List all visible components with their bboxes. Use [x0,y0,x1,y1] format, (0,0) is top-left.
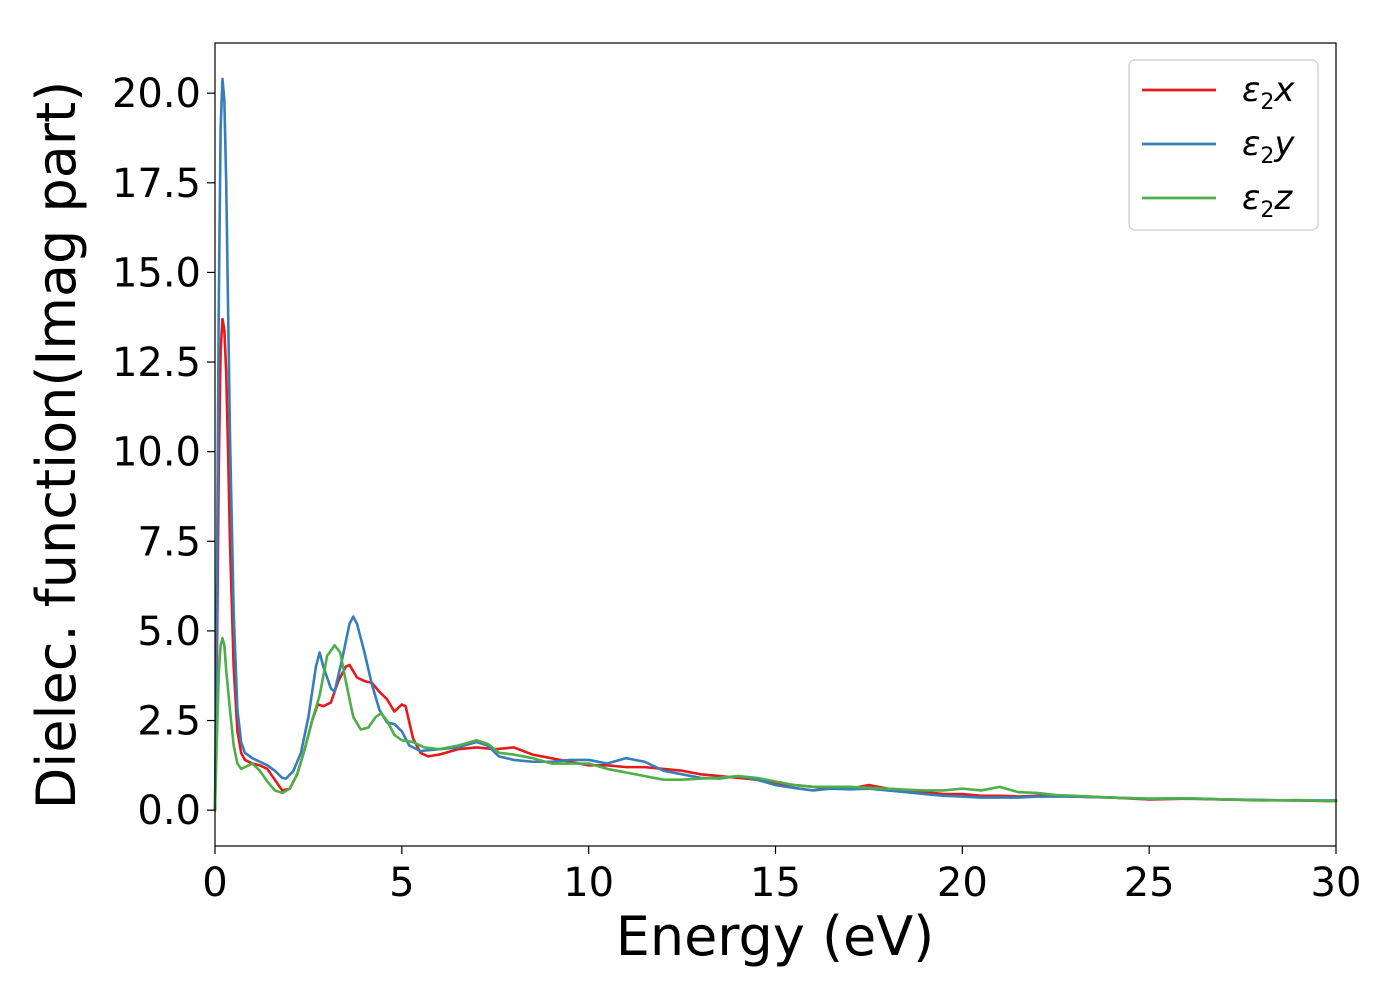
y-tick-label: 12.5 [112,340,201,386]
legend-box [1128,59,1319,231]
legend-label-z: ε2z [1242,178,1293,223]
y-tick-label: 7.5 [137,519,201,565]
y-axis-label: Dielec. function(Imag part) [25,81,88,810]
x-tick-label: 30 [1311,860,1362,906]
y-tick-label: 15.0 [112,250,201,296]
y-tick-label: 10.0 [112,430,201,476]
series-line-z [213,636,1338,812]
x-tick-label: 25 [1124,860,1175,906]
legend: ε2x ε2y ε2z [1128,59,1319,231]
x-tick-label: 0 [202,860,227,906]
x-tick-label: 10 [563,860,614,906]
x-tick-label: 20 [937,860,988,906]
x-tick-label: 15 [750,860,801,906]
y-tick-label: 17.5 [112,161,201,207]
series-line-y [213,77,1338,812]
x-axis-label: Energy (eV) [616,905,935,968]
y-tick-label: 2.5 [137,699,201,745]
y-tick-label: 20.0 [112,71,201,117]
y-tick-label: 0.0 [137,788,201,834]
x-tick-label: 5 [389,860,414,906]
legend-label-y: ε2y [1242,124,1295,169]
legend-label-x: ε2x [1242,70,1295,115]
series-layer [213,77,1338,812]
y-tick-label: 5.0 [137,609,201,655]
y-axis: 0.0 2.5 5.0 7.5 10.0 12.5 15.0 17.5 20.0 [112,71,215,834]
x-axis: 0 5 10 15 20 25 30 [202,846,1361,906]
